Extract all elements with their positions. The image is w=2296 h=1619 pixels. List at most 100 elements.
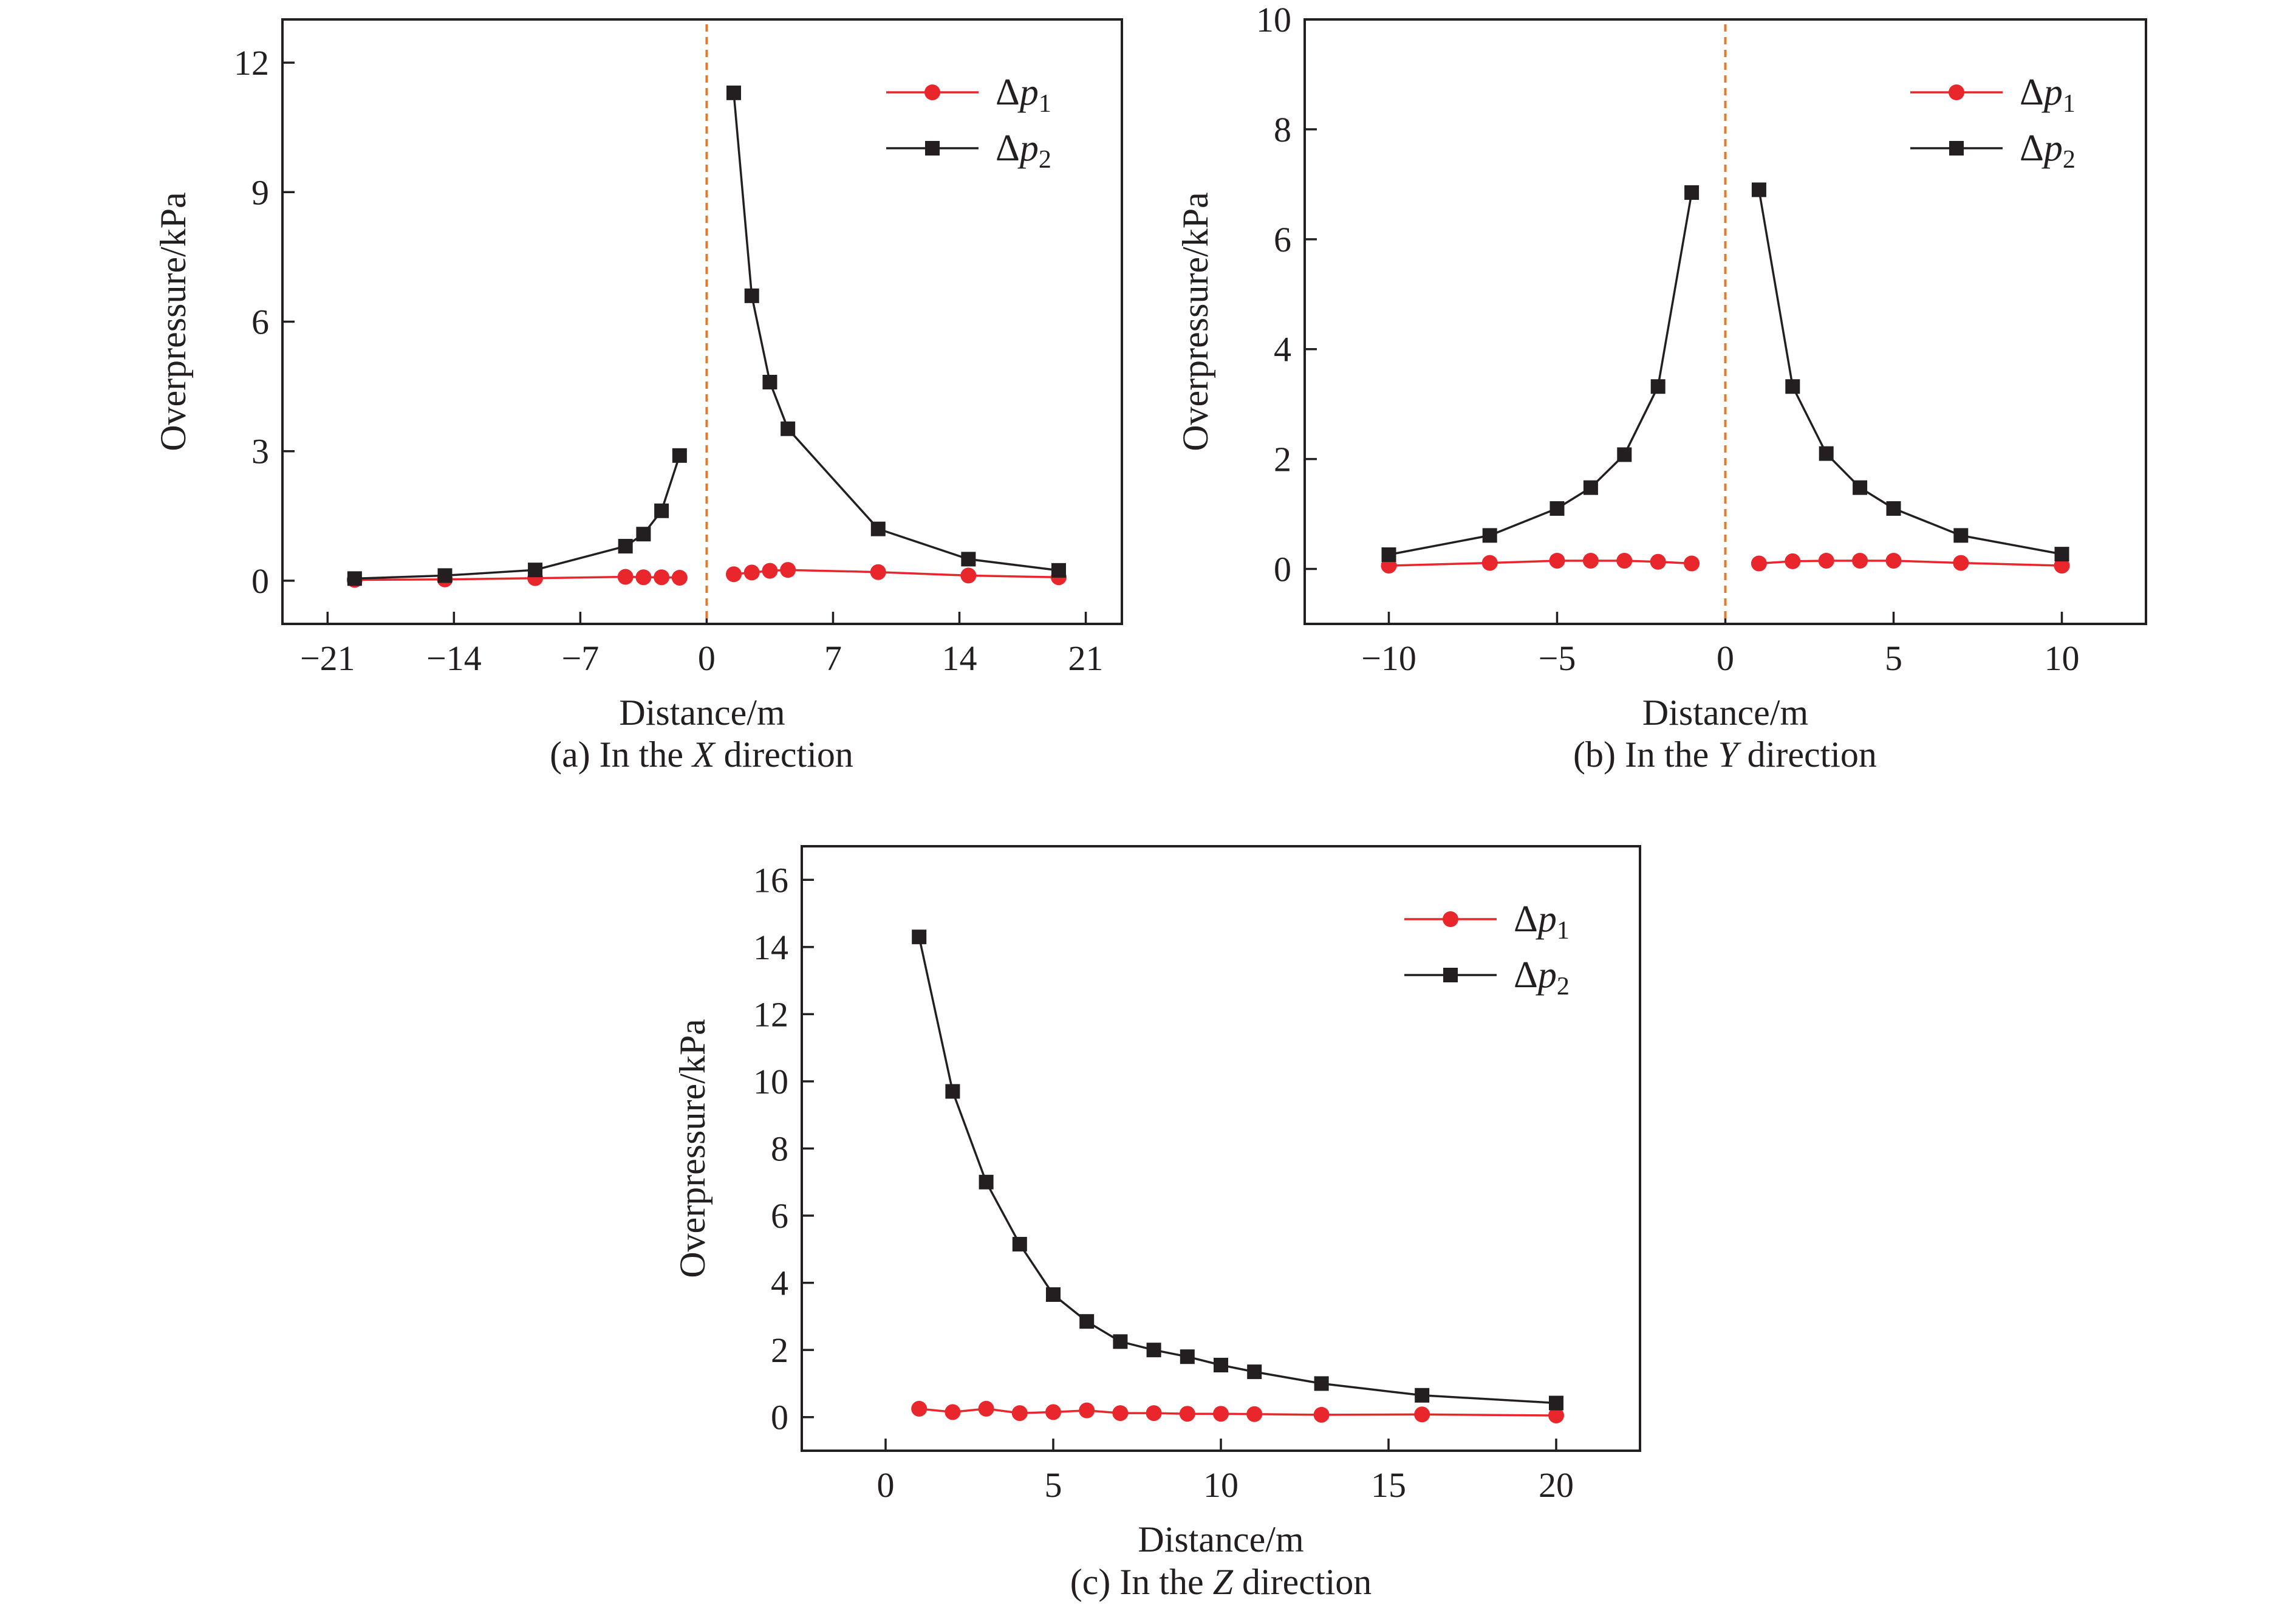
series-line xyxy=(1758,560,2062,567)
caption-suffix: direction xyxy=(1233,1562,1372,1602)
data-point-square xyxy=(1650,379,1666,394)
data-point-square xyxy=(945,1084,960,1099)
legend-marker-circle xyxy=(924,84,940,100)
data-point-square xyxy=(654,503,669,518)
chart-panel-c: 0 5 10 15 200246810121416Distance/mOverpress… xyxy=(672,845,1641,1602)
legend-marker-circle xyxy=(1949,84,1964,100)
y-tick-label: 0 xyxy=(1274,550,1291,589)
y-tick-label: 10 xyxy=(1256,0,1291,39)
data-point-circle xyxy=(1885,552,1902,569)
data-point-square xyxy=(744,288,759,303)
series-line xyxy=(1389,560,1692,567)
panel-caption: (b) In the Y direction xyxy=(1573,734,1877,775)
data-point-circle xyxy=(1548,1407,1564,1423)
data-point-square xyxy=(1751,182,1766,197)
legend-var: p xyxy=(2041,128,2063,169)
caption-suffix: direction xyxy=(1738,734,1877,775)
x-tick-label: 15 xyxy=(1371,1465,1406,1505)
caption-suffix: direction xyxy=(715,734,853,775)
y-tick-label: 6 xyxy=(1274,220,1291,259)
data-point-square xyxy=(726,85,742,100)
data-point-square xyxy=(1051,563,1066,578)
data-point-square xyxy=(1953,528,1969,543)
legend-delta: Δ xyxy=(2020,72,2044,113)
caption-axis: Y xyxy=(1718,734,1741,775)
y-tick-label: 0 xyxy=(771,1398,788,1437)
caption-prefix: (a) In the xyxy=(550,734,692,775)
legend-subscript: 2 xyxy=(1557,973,1570,1001)
x-tick-label: 14 xyxy=(942,638,977,678)
x-tick-label: 20 xyxy=(1539,1465,1574,1505)
legend-label: Δp1 xyxy=(2020,72,2076,118)
y-tick-label: 16 xyxy=(753,860,788,900)
caption-prefix: (c) In the xyxy=(1070,1562,1213,1602)
data-point-square xyxy=(437,568,453,583)
legend-label: Δp2 xyxy=(996,128,1051,174)
panel-caption: (a) In the X direction xyxy=(550,734,853,775)
data-point-circle xyxy=(945,1404,961,1420)
data-point-circle xyxy=(1079,1402,1095,1419)
data-point-square xyxy=(1549,501,1565,516)
data-point-square xyxy=(1247,1364,1262,1380)
y-tick-label: 4 xyxy=(1274,330,1291,369)
data-point-square xyxy=(1482,528,1497,543)
y-tick-label: 2 xyxy=(1274,440,1291,479)
data-point-square xyxy=(528,563,543,578)
data-point-circle xyxy=(1246,1406,1263,1422)
legend-delta: Δ xyxy=(996,72,1020,113)
data-point-square xyxy=(1079,1314,1095,1329)
series-dp2 xyxy=(912,929,1563,1411)
caption-axis: X xyxy=(691,734,716,775)
y-tick-label: 2 xyxy=(771,1330,788,1370)
legend-var: p xyxy=(1536,898,1557,940)
legend-label: Δp1 xyxy=(996,72,1051,118)
legend-marker-square xyxy=(1949,141,1964,156)
data-point-circle xyxy=(726,566,742,583)
data-point-circle xyxy=(671,569,688,586)
panel-caption: (c) In the Z direction xyxy=(1070,1562,1372,1602)
data-point-circle xyxy=(911,1400,928,1417)
x-tick-label: 0 xyxy=(877,1465,895,1505)
data-point-circle xyxy=(617,569,634,585)
x-tick-label: −5 xyxy=(1539,638,1576,678)
legend-delta: Δ xyxy=(1514,954,1538,996)
data-point-square xyxy=(1886,501,1901,516)
data-point-square xyxy=(1617,447,1632,462)
y-tick-label: 8 xyxy=(1274,110,1291,149)
series-line xyxy=(918,936,1557,1405)
data-point-square xyxy=(1549,1395,1563,1411)
series-dp2 xyxy=(1381,182,2069,563)
data-point-circle xyxy=(654,569,670,586)
data-point-square xyxy=(1046,1287,1061,1302)
legend: Δp1 Δp2 xyxy=(886,72,1051,174)
data-point-circle xyxy=(1414,1406,1430,1423)
data-point-circle xyxy=(1684,555,1700,572)
data-point-square xyxy=(979,1174,994,1189)
y-axis-label: Overpressure/kPa xyxy=(1175,192,1215,451)
y-tick-label: 12 xyxy=(753,994,788,1034)
data-point-circle xyxy=(1549,552,1565,569)
x-tick-label: 10 xyxy=(1203,1465,1239,1505)
x-tick-label: −10 xyxy=(1361,638,1416,678)
data-point-square xyxy=(1314,1376,1329,1391)
data-point-circle xyxy=(743,564,760,581)
y-axis-label: Overpressure/kPa xyxy=(153,192,193,451)
data-point-circle xyxy=(1481,555,1498,571)
data-point-square xyxy=(1819,446,1834,461)
legend-subscript: 1 xyxy=(2063,90,2076,118)
legend-var: p xyxy=(1017,72,1039,113)
data-point-square xyxy=(1583,480,1598,495)
data-point-circle xyxy=(1650,553,1666,570)
x-tick-label: 21 xyxy=(1068,638,1104,678)
legend-marker-square xyxy=(1443,968,1458,982)
series-line xyxy=(1389,192,1693,556)
data-point-circle xyxy=(1179,1406,1195,1422)
series-line xyxy=(1758,190,2062,555)
data-point-circle xyxy=(1616,552,1633,569)
series-line xyxy=(354,455,681,580)
x-tick-label: −7 xyxy=(562,638,600,678)
data-point-circle xyxy=(1045,1404,1061,1420)
legend-var: p xyxy=(1536,954,1557,996)
